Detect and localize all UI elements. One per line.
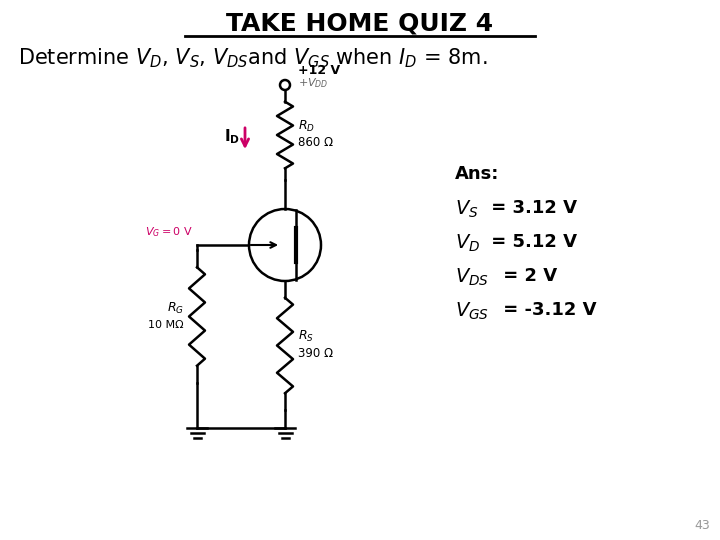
Text: = 2 V: = 2 V — [497, 267, 557, 285]
Text: $R_D$: $R_D$ — [298, 118, 315, 133]
Text: = 3.12 V: = 3.12 V — [485, 199, 577, 217]
Text: 10 MΩ: 10 MΩ — [148, 320, 184, 329]
Text: Determine $V_D$, $V_S$, $V_{DS}$and $V_{GS}$ when $I_D$ = 8m.: Determine $V_D$, $V_S$, $V_{DS}$and $V_{… — [18, 46, 487, 70]
Text: $+V_{DD}$: $+V_{DD}$ — [298, 76, 328, 90]
Text: $V_{DS}$: $V_{DS}$ — [455, 267, 489, 288]
Text: $R_G$: $R_G$ — [167, 301, 184, 316]
Text: $V_{GS}$: $V_{GS}$ — [455, 301, 489, 322]
Text: = 5.12 V: = 5.12 V — [485, 233, 577, 251]
Text: Ans:: Ans: — [455, 165, 500, 183]
Text: 390 Ω: 390 Ω — [298, 347, 333, 360]
Text: $V_G = 0\ \mathrm{V}$: $V_G = 0\ \mathrm{V}$ — [145, 225, 193, 239]
Text: 860 Ω: 860 Ω — [298, 137, 333, 150]
Text: TAKE HOME QUIZ 4: TAKE HOME QUIZ 4 — [226, 12, 494, 36]
Text: $V_D$: $V_D$ — [455, 233, 480, 254]
Text: = -3.12 V: = -3.12 V — [497, 301, 596, 319]
Text: $R_S$: $R_S$ — [298, 329, 314, 344]
Text: +12 V: +12 V — [298, 64, 340, 78]
Text: $\mathbf{I_D}$: $\mathbf{I_D}$ — [224, 127, 240, 146]
Text: 43: 43 — [694, 519, 710, 532]
Text: $V_S$: $V_S$ — [455, 199, 479, 220]
